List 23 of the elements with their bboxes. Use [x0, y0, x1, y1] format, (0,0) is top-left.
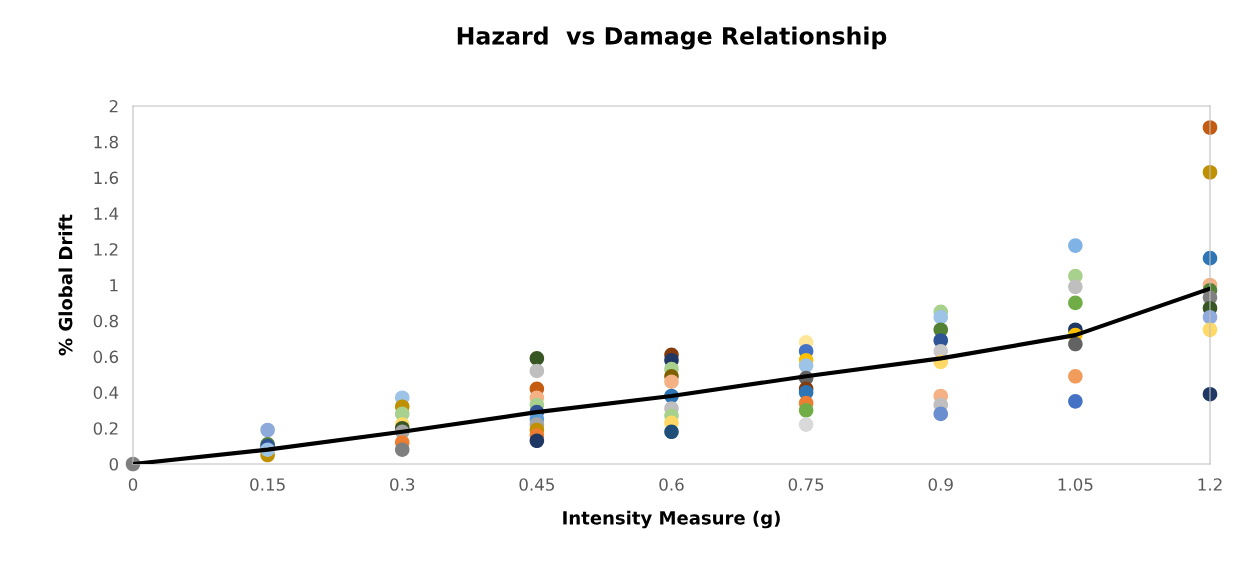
y-axis-title: % Global Drift: [58, 214, 73, 356]
x-axis-title: Intensity Measure (g): [563, 510, 780, 529]
x-tick-label: 0: [128, 478, 138, 491]
y-tick-label: 0.4: [93, 386, 119, 399]
x-tick-label: 0.6: [659, 478, 684, 491]
y-tick-label: 1.8: [94, 135, 118, 149]
y-tick-label: 1.6: [94, 171, 119, 185]
y-tick-label: 1.4: [94, 207, 119, 220]
x-tick-label: 1.05: [1058, 478, 1093, 491]
chart-title: Hazard vs Damage Relationship: [457, 26, 887, 50]
y-tick-label: 1.2: [94, 243, 118, 256]
y-tick-label: 1: [110, 279, 118, 292]
x-tick-label: 0.3: [390, 478, 415, 491]
x-tick-label: 0.75: [788, 478, 824, 491]
y-tick-label: 2: [109, 99, 118, 113]
y-tick-label: 0.8: [93, 314, 118, 328]
x-tick-label: 0.15: [250, 478, 285, 491]
x-tick-label: 0.45: [519, 478, 554, 491]
y-tick-label: 0.2: [93, 422, 118, 435]
x-tick-label: 0.9: [928, 478, 953, 491]
y-tick-label: 0: [109, 457, 118, 471]
x-tick-label: 1.2: [1198, 478, 1222, 491]
y-tick-label: 0.6: [93, 350, 119, 364]
